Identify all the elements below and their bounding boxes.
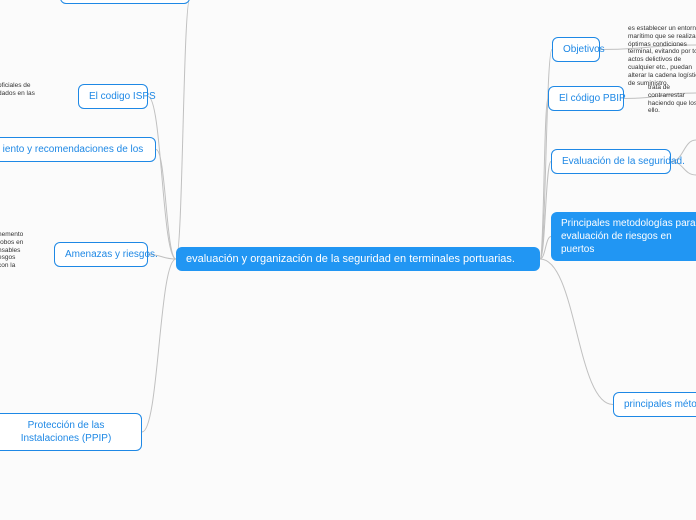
mindmap-canvas: evaluación y organización de la segurida… <box>0 0 696 520</box>
node-label: iento y recomendaciones de los <box>3 144 144 155</box>
note-text: es establecer un entorno marítimo que se… <box>628 25 696 87</box>
note-obj_note: es establecer un entorno marítimo que se… <box>628 25 696 87</box>
note-text: trata de contrarrestar haciendo que los … <box>648 84 696 114</box>
node-label: Evaluación de la seguridad. <box>562 156 685 167</box>
edge <box>540 237 551 260</box>
note-text: nemento robos en nsables esgos con la <box>0 231 23 269</box>
node-label: evaluación y organización de la segurida… <box>186 253 515 265</box>
node-label: Protección de las Instalaciones (PPIP) <box>21 420 112 444</box>
node-metodologias[interactable]: Principales metodologías para evaluación… <box>551 212 696 261</box>
node-isps[interactable]: El codigo ISPS <box>78 84 148 109</box>
node-label: El codigo ISPS <box>89 91 156 102</box>
node-label: Objetivos <box>563 44 605 55</box>
node-objetivos[interactable]: Objetivos <box>552 37 600 62</box>
node-pbip[interactable]: El código PBIP <box>548 86 624 111</box>
node-label: Amenazas y riesgos. <box>65 249 158 260</box>
note-isps_note: oficiales de dados en las <box>0 82 38 98</box>
node-root[interactable]: evaluación y organización de la segurida… <box>176 247 540 271</box>
node-evalseg[interactable]: Evaluación de la seguridad. <box>551 149 671 174</box>
edge <box>176 0 190 259</box>
edge <box>142 259 176 432</box>
node-label: principales métodos <box>624 399 696 410</box>
node-label: El código PBIP <box>559 93 626 104</box>
note-pbip_note: trata de contrarrestar haciendo que los … <box>648 84 696 115</box>
node-amenazas[interactable]: Amenazas y riesgos. <box>54 242 148 267</box>
edge <box>540 162 551 260</box>
node-topleft[interactable] <box>60 0 190 4</box>
edge <box>148 97 176 260</box>
node-reco[interactable]: iento y recomendaciones de los <box>0 137 156 162</box>
node-metodos[interactable]: principales métodos <box>613 392 696 417</box>
node-label: Principales metodologías para evaluación… <box>561 218 696 255</box>
note-amen_note: nemento robos en nsables esgos con la <box>0 231 26 270</box>
note-text: oficiales de dados en las <box>0 82 35 97</box>
edge <box>156 150 176 260</box>
edge <box>540 259 613 405</box>
edge <box>540 99 548 260</box>
node-ppip[interactable]: Protección de las Instalaciones (PPIP) <box>0 413 142 451</box>
